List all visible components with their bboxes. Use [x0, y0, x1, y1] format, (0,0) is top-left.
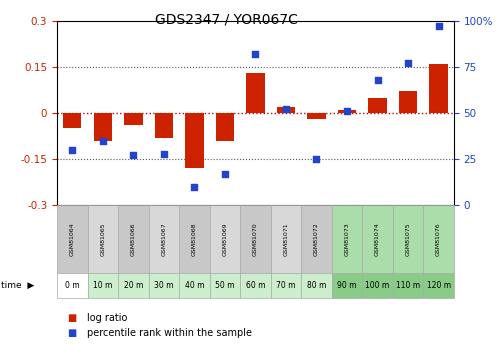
Text: 120 m: 120 m [427, 281, 451, 290]
Bar [247, 73, 264, 113]
Point [434, 23, 442, 29]
Bar [216, 113, 234, 141]
Text: GSM81070: GSM81070 [253, 222, 258, 256]
Bar [179, 273, 210, 298]
Point [129, 153, 137, 158]
Text: GDS2347 / YOR067C: GDS2347 / YOR067C [155, 12, 299, 26]
Text: 40 m: 40 m [185, 281, 204, 290]
Text: 20 m: 20 m [124, 281, 143, 290]
Bar [362, 205, 393, 273]
Bar [57, 205, 88, 273]
Point [312, 156, 320, 162]
Text: 110 m: 110 m [396, 281, 420, 290]
Bar [301, 205, 332, 273]
Text: percentile rank within the sample: percentile rank within the sample [87, 328, 252, 338]
Text: GSM81068: GSM81068 [192, 222, 197, 256]
Bar [399, 91, 417, 113]
Point [343, 108, 351, 114]
Text: 30 m: 30 m [154, 281, 174, 290]
Bar [332, 273, 362, 298]
Text: GSM81075: GSM81075 [406, 222, 411, 256]
Bar [393, 205, 423, 273]
Bar [301, 273, 332, 298]
Text: 50 m: 50 m [215, 281, 235, 290]
Bar [149, 205, 179, 273]
Text: 10 m: 10 m [93, 281, 113, 290]
Text: GSM81064: GSM81064 [70, 222, 75, 256]
Bar [179, 205, 210, 273]
Text: 0 m: 0 m [65, 281, 80, 290]
Bar [240, 205, 271, 273]
Point [251, 51, 259, 57]
Text: log ratio: log ratio [87, 313, 127, 323]
Point [282, 107, 290, 112]
Point [68, 147, 76, 152]
Text: GSM81072: GSM81072 [314, 222, 319, 256]
Bar [362, 273, 393, 298]
Text: 90 m: 90 m [337, 281, 357, 290]
Text: GSM81074: GSM81074 [375, 222, 380, 256]
Bar [423, 205, 454, 273]
Text: GSM81065: GSM81065 [100, 222, 105, 256]
Bar [57, 273, 88, 298]
Text: 70 m: 70 m [276, 281, 296, 290]
Bar [430, 64, 448, 113]
Text: 60 m: 60 m [246, 281, 265, 290]
Bar [277, 107, 295, 113]
Bar [155, 113, 173, 138]
Point [221, 171, 229, 177]
Bar [94, 113, 112, 141]
Bar [332, 205, 362, 273]
Bar [308, 113, 326, 119]
Bar [271, 205, 301, 273]
Text: ■: ■ [67, 313, 76, 323]
Text: GSM81076: GSM81076 [436, 222, 441, 256]
Bar [423, 273, 454, 298]
Bar [118, 205, 149, 273]
Bar [240, 273, 271, 298]
Text: ■: ■ [67, 328, 76, 338]
Bar [63, 113, 81, 128]
Text: GSM81066: GSM81066 [131, 222, 136, 256]
Bar [118, 273, 149, 298]
Text: GSM81067: GSM81067 [161, 222, 166, 256]
Point [160, 151, 168, 156]
Point [99, 138, 107, 144]
Bar [210, 273, 240, 298]
Bar [124, 113, 142, 125]
Bar [369, 98, 387, 113]
Bar [149, 273, 179, 298]
Bar [88, 273, 118, 298]
Text: GSM81069: GSM81069 [222, 222, 228, 256]
Point [373, 77, 381, 82]
Bar [185, 113, 203, 168]
Point [190, 184, 198, 190]
Point [404, 60, 412, 66]
Text: 100 m: 100 m [366, 281, 390, 290]
Bar [271, 273, 301, 298]
Bar [393, 273, 423, 298]
Bar [338, 110, 356, 113]
Text: time  ▶: time ▶ [1, 281, 34, 290]
Text: GSM81071: GSM81071 [283, 222, 289, 256]
Bar [88, 205, 118, 273]
Text: 80 m: 80 m [307, 281, 326, 290]
Bar [210, 205, 240, 273]
Text: GSM81073: GSM81073 [345, 222, 350, 256]
